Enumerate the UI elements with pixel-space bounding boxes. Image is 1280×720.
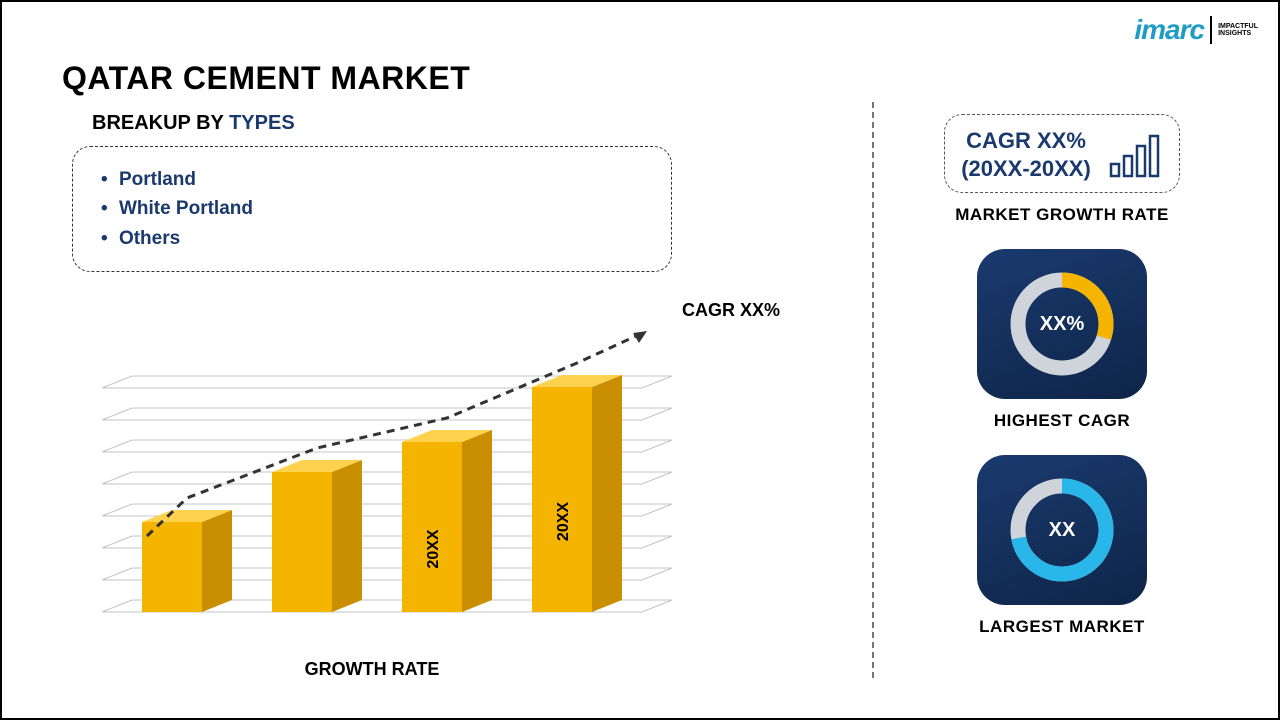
subtitle-prefix: BREAKUP BY bbox=[92, 112, 229, 134]
brand-logo: imarc IMPACTFUL INSIGHTS bbox=[1134, 14, 1258, 46]
highest-cagr-value: XX% bbox=[1040, 313, 1084, 336]
svg-text:20XX: 20XX bbox=[425, 529, 442, 568]
mgr-line1: CAGR XX% bbox=[961, 127, 1091, 155]
mgr-label: MARKET GROWTH RATE bbox=[902, 205, 1222, 225]
highest-cagr-tile: XX% bbox=[977, 249, 1147, 399]
largest-market-tile: XX bbox=[977, 455, 1147, 605]
highest-cagr-label: HIGHEST CAGR bbox=[902, 411, 1222, 431]
subtitle-accent: TYPES bbox=[229, 112, 295, 134]
types-box: PortlandWhite PortlandOthers bbox=[72, 146, 672, 272]
right-column: CAGR XX% (20XX-20XX) MARKET GROWTH RATE … bbox=[902, 114, 1222, 637]
chart-svg: 20XX 20XX bbox=[82, 312, 662, 642]
chart-xlabel: GROWTH RATE bbox=[82, 659, 662, 680]
page-title: QATAR CEMENT MARKET bbox=[62, 60, 470, 97]
logo-subtext: IMPACTFUL INSIGHTS bbox=[1218, 23, 1258, 37]
largest-market-label: LARGEST MARKET bbox=[902, 617, 1222, 637]
market-growth-rate-box: CAGR XX% (20XX-20XX) bbox=[944, 114, 1180, 193]
svg-text:20XX: 20XX bbox=[555, 502, 572, 541]
logo-divider bbox=[1210, 16, 1212, 44]
section-subtitle: BREAKUP BY TYPES bbox=[92, 112, 295, 135]
types-item: White Portland bbox=[101, 194, 643, 223]
largest-market-value: XX bbox=[1049, 519, 1076, 542]
growth-rate-chart: 20XX20XX CAGR XX% GROWTH RATE bbox=[82, 312, 662, 642]
types-item: Portland bbox=[101, 165, 643, 194]
cagr-label: CAGR XX% bbox=[682, 300, 780, 321]
types-list: PortlandWhite PortlandOthers bbox=[101, 165, 643, 253]
bar-chart-icon bbox=[1107, 130, 1163, 180]
mgr-text: CAGR XX% (20XX-20XX) bbox=[961, 127, 1091, 182]
vertical-divider bbox=[872, 102, 874, 678]
types-item: Others bbox=[101, 224, 643, 253]
logo-text: imarc bbox=[1134, 14, 1204, 46]
mgr-line2: (20XX-20XX) bbox=[961, 155, 1091, 183]
